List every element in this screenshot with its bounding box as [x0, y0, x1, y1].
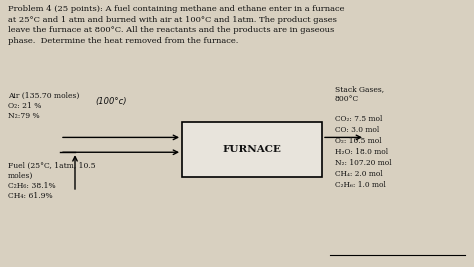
Text: Air (135.70 moles): Air (135.70 moles)	[8, 92, 79, 100]
Text: N₂: 107.20 mol: N₂: 107.20 mol	[335, 159, 392, 167]
Bar	[182, 122, 322, 177]
Text: Stack Gases,: Stack Gases,	[335, 85, 384, 93]
Text: moles): moles)	[8, 172, 33, 180]
Text: (100°c): (100°c)	[95, 97, 127, 106]
Text: Fuel (25°C, 1atm, 10.5: Fuel (25°C, 1atm, 10.5	[8, 162, 96, 170]
Text: CO₂: 7.5 mol: CO₂: 7.5 mol	[335, 115, 383, 123]
Text: CO: 3.0 mol: CO: 3.0 mol	[335, 126, 379, 134]
Text: C₂H₆: 38.1%: C₂H₆: 38.1%	[8, 182, 55, 190]
Text: 800°C: 800°C	[335, 95, 359, 103]
Text: CH₄: 2.0 mol: CH₄: 2.0 mol	[335, 170, 383, 178]
Text: C₂H₆: 1.0 mol: C₂H₆: 1.0 mol	[335, 181, 386, 189]
Text: O₂: 10.5 mol: O₂: 10.5 mol	[335, 137, 382, 145]
Text: FURNACE: FURNACE	[223, 145, 282, 154]
Text: H₂O: 18.0 mol: H₂O: 18.0 mol	[335, 148, 388, 156]
Text: Problem 4 (25 points): A fuel containing methane and ethane enter in a furnace
a: Problem 4 (25 points): A fuel containing…	[8, 5, 345, 45]
Text: O₂: 21 %: O₂: 21 %	[8, 102, 41, 110]
Text: N₂:79 %: N₂:79 %	[8, 112, 40, 120]
Text: CH₄: 61.9%: CH₄: 61.9%	[8, 192, 53, 200]
